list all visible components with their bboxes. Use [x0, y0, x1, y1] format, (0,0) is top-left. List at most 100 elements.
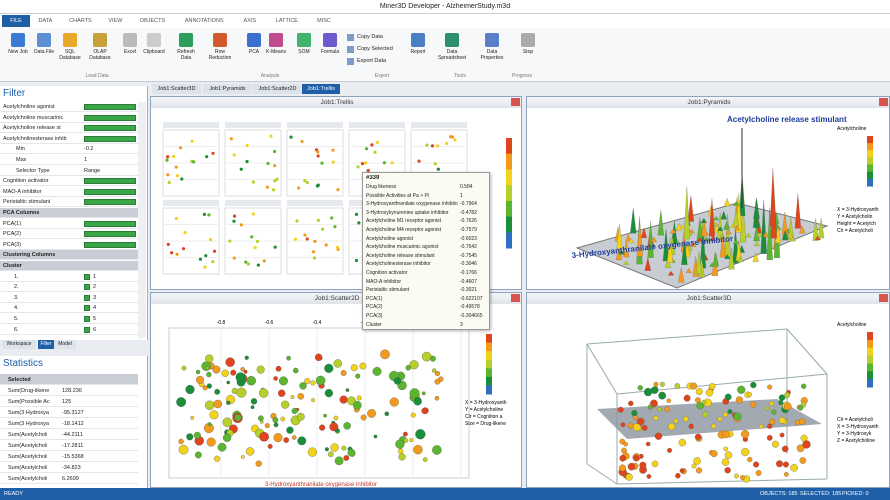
- stat-row: Sum(3 Hydroxya -18.1412: [0, 418, 138, 429]
- spike: [782, 229, 789, 241]
- dot: [178, 444, 189, 455]
- axis-title: 3-Hydroxyanthranilate oxygenase inhibito…: [265, 482, 377, 487]
- colorbar-segment: [506, 200, 512, 218]
- close-button[interactable]: [511, 294, 520, 302]
- filter-row: Cognition activator: [0, 176, 138, 187]
- dot: [356, 395, 362, 401]
- dot: [389, 397, 399, 407]
- dot: [425, 143, 429, 147]
- dot: [324, 389, 333, 398]
- ribbon-tab[interactable]: ANNOTATIONS: [184, 18, 224, 24]
- checkbox[interactable]: [84, 305, 90, 312]
- ribbon-tab[interactable]: VIEW: [108, 18, 123, 24]
- dot: [250, 405, 255, 410]
- dot: [417, 159, 421, 163]
- sphere: [696, 401, 704, 410]
- document-tab[interactable]: Job1:Scatter2D: [253, 84, 302, 94]
- ribbon-button[interactable]: Clipboard: [140, 31, 168, 71]
- ribbon-button[interactable]: K-Means: [262, 31, 290, 71]
- ribbon-button[interactable]: Excel: [116, 31, 144, 71]
- small-button[interactable]: Export Data: [346, 56, 401, 67]
- spike: [701, 221, 708, 237]
- ribbon-button[interactable]: SQL Database: [56, 31, 84, 71]
- dot: [403, 438, 409, 443]
- sphere: [711, 423, 717, 429]
- row-value: 2: [93, 284, 97, 291]
- close-button[interactable]: [879, 294, 888, 302]
- sphere: [765, 405, 770, 411]
- range-bar[interactable]: [84, 178, 136, 185]
- sphere: [733, 412, 742, 421]
- ribbon-tab[interactable]: LATTICE: [275, 18, 298, 24]
- small-button[interactable]: Copy Selected: [346, 44, 401, 55]
- ribbon-button[interactable]: Row Reduction: [206, 31, 234, 71]
- sphere: [688, 423, 694, 430]
- ribbon-button[interactable]: SOM: [290, 31, 318, 71]
- sphere: [771, 409, 777, 415]
- panel-tab[interactable]: Workspace: [2, 340, 36, 349]
- ribbon-button[interactable]: Data File: [30, 31, 58, 71]
- sphere: [654, 432, 663, 440]
- ribbon-button[interactable]: Stop: [514, 31, 542, 71]
- close-button[interactable]: [879, 98, 888, 106]
- stat-value: -44.2111: [62, 431, 83, 438]
- range-bar[interactable]: [84, 231, 136, 238]
- ribbon-button[interactable]: PCA: [240, 31, 268, 71]
- button-icon: [347, 34, 354, 41]
- checkbox[interactable]: [84, 273, 90, 280]
- range-bar[interactable]: [84, 114, 136, 121]
- range-bar[interactable]: [84, 104, 136, 110]
- dot: [445, 141, 449, 146]
- range-bar[interactable]: [84, 220, 136, 227]
- range-bar[interactable]: [84, 199, 136, 206]
- dot: [335, 428, 339, 433]
- close-button[interactable]: [511, 98, 520, 106]
- ribbon-tab[interactable]: AXIS: [243, 18, 257, 24]
- ribbon-button[interactable]: Data Spreadsheet: [438, 31, 466, 71]
- checkbox[interactable]: [84, 326, 90, 333]
- sphere: [737, 385, 746, 394]
- button-label: SOM: [298, 49, 310, 55]
- ribbon-button[interactable]: Report: [404, 31, 432, 71]
- range-bar[interactable]: [84, 241, 136, 248]
- checkbox[interactable]: [84, 284, 90, 291]
- dot: [269, 134, 273, 138]
- dot: [304, 378, 311, 385]
- ribbon-button[interactable]: Data Properties: [478, 31, 506, 71]
- dot: [250, 235, 254, 239]
- ribbon-tab[interactable]: MISC: [317, 18, 331, 24]
- checkbox[interactable]: [84, 294, 90, 301]
- group-label: Tools: [454, 73, 466, 79]
- range-bar[interactable]: [84, 188, 136, 195]
- ribbon-tab[interactable]: OBJECTS: [139, 18, 166, 24]
- dot: [253, 246, 257, 250]
- dot: [190, 139, 194, 143]
- document-tab[interactable]: Job1:Pyramids: [203, 84, 252, 94]
- dot: [203, 265, 207, 269]
- range-bar[interactable]: [84, 135, 136, 142]
- range-bar[interactable]: [84, 125, 136, 132]
- button-label: Refresh Data: [177, 49, 195, 61]
- sphere: [636, 417, 645, 426]
- document-tab[interactable]: Job1:Scatter3D: [152, 84, 201, 94]
- sphere: [693, 457, 701, 465]
- dot: [355, 373, 361, 379]
- panel-tab[interactable]: Model: [54, 340, 76, 349]
- panel-tab[interactable]: Filter: [38, 340, 54, 349]
- ribbon-button[interactable]: Formula: [316, 31, 344, 71]
- ribbon-button[interactable]: New Job: [4, 31, 32, 71]
- button-label: Copy Selected: [357, 46, 393, 52]
- ribbon-tab[interactable]: FILE: [2, 15, 30, 27]
- dot: [225, 357, 235, 367]
- ribbon-tab[interactable]: CHARTS: [69, 18, 92, 24]
- dot: [258, 415, 264, 422]
- document-tab[interactable]: Job1:Trellis: [302, 84, 340, 94]
- ribbon-tab[interactable]: DATA: [38, 18, 53, 24]
- checkbox[interactable]: [84, 316, 90, 322]
- ribbon-button[interactable]: OLAP Database: [86, 31, 114, 71]
- sphere: [627, 422, 634, 429]
- dot: [299, 382, 307, 390]
- small-button[interactable]: Copy Data: [346, 32, 401, 43]
- dot: [311, 398, 315, 403]
- ribbon-button[interactable]: Refresh Data: [172, 31, 200, 71]
